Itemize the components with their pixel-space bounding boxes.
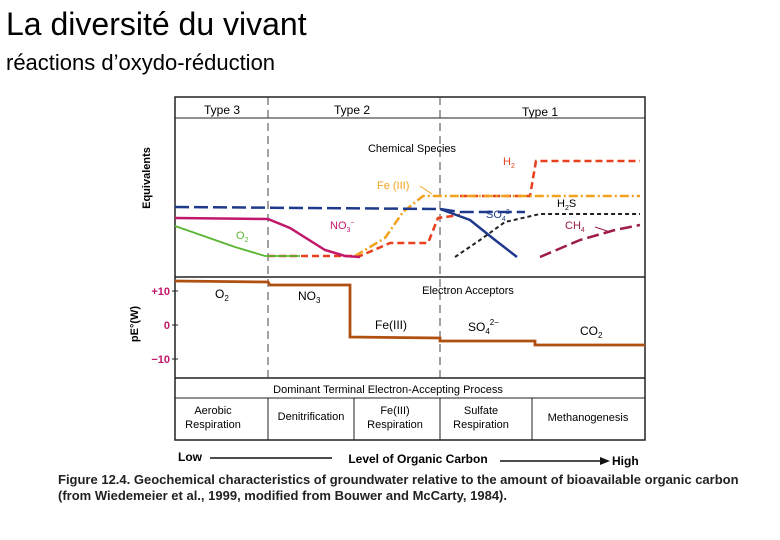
process-denitrification: Denitrification xyxy=(278,411,345,423)
slide-subtitle: réactions d’oxydo-réduction xyxy=(6,50,276,75)
bottom-panel-label: Electron Acceptors xyxy=(422,285,514,297)
h2-curve-lower xyxy=(268,213,461,258)
h2s-curve xyxy=(454,213,640,258)
axis-title: Level of Organic Carbon xyxy=(348,452,487,466)
figure-frame xyxy=(174,96,646,441)
process-sulfate-line1: Sulfate xyxy=(464,405,498,417)
process-fe-line2: Respiration xyxy=(367,419,423,431)
zone-label-type1: Type 1 xyxy=(522,105,558,119)
figure-caption-text: Geochemical characteristics of groundwat… xyxy=(58,472,739,503)
ch4-pointer xyxy=(594,226,611,233)
pe-step-curve xyxy=(174,279,645,347)
figure-caption: Figure 12.4. Geochemical characteristics… xyxy=(58,472,748,504)
bottom-panel-ylabel: pE°(W) xyxy=(129,306,141,343)
no3-label: NO3− xyxy=(330,220,355,234)
so4-curve-decline xyxy=(439,207,518,258)
no3-acceptor-label: NO3 xyxy=(298,289,321,305)
process-methanogenesis: Methanogenesis xyxy=(548,412,629,424)
axis-high-label: High xyxy=(612,454,639,468)
tick-label-plus10: +10 xyxy=(151,286,170,298)
fe-acceptor-label: Fe(III) xyxy=(375,318,407,332)
ch4-label: CH4 xyxy=(565,220,585,234)
figure-number: Figure 12.4. xyxy=(58,472,131,487)
process-aerobic-line2: Respiration xyxy=(185,419,241,431)
tick-label-minus10: −10 xyxy=(151,354,170,366)
top-panel-ylabel: Equivalents xyxy=(141,147,153,209)
tick-label-0: 0 xyxy=(164,320,170,332)
zone-label-type3: Type 3 xyxy=(204,103,240,117)
h2-curve xyxy=(460,159,640,198)
no3-curve xyxy=(174,216,361,259)
axis-low-label: Low xyxy=(178,450,203,464)
top-panel-label: Chemical Species xyxy=(368,143,457,155)
so4-label: SO42- xyxy=(486,209,513,223)
ch4-curve xyxy=(539,223,641,259)
h2s-label: H2S xyxy=(557,198,576,212)
o2-label: O2 xyxy=(236,230,249,244)
o2-curve xyxy=(174,225,300,257)
co2-acceptor-label: CO2 xyxy=(580,324,603,340)
fe-label: Fe (III) xyxy=(377,180,409,192)
process-table-header: Dominant Terminal Electron-Accepting Pro… xyxy=(273,384,503,396)
o2-acceptor-label: O2 xyxy=(215,287,229,303)
process-fe-line1: Fe(III) xyxy=(380,405,409,417)
fe-pointer xyxy=(419,185,433,195)
h2-label: H2 xyxy=(503,156,515,170)
so4-acceptor-label: SO42− xyxy=(468,318,499,336)
fe-curve xyxy=(354,194,640,258)
zone-label-type2: Type 2 xyxy=(334,103,370,117)
process-aerobic-line1: Aerobic xyxy=(194,405,232,417)
axis-arrowhead-icon xyxy=(600,457,610,465)
slide-title: La diversité du vivant xyxy=(6,6,307,42)
process-sulfate-line2: Respiration xyxy=(453,419,509,431)
so4-curve-flat xyxy=(174,205,525,214)
